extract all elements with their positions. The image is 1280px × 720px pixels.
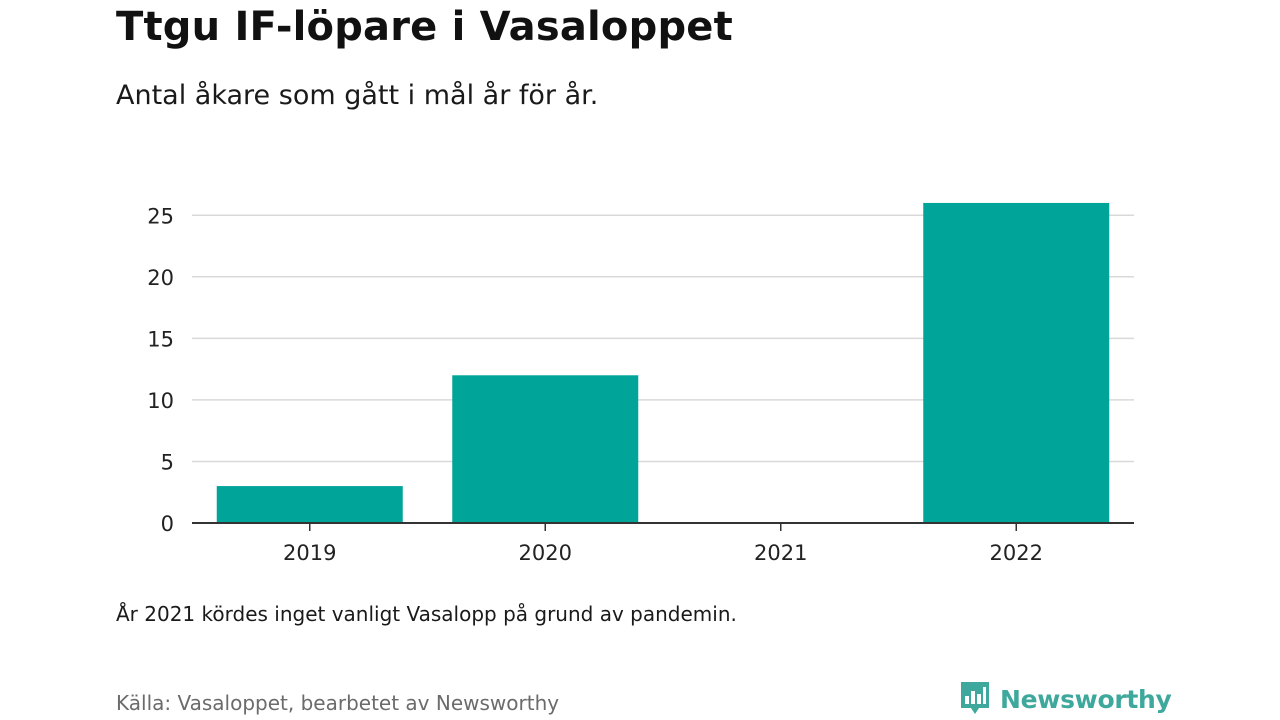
- bars: [216, 202, 1110, 523]
- y-tick-label-25: 25: [147, 204, 174, 228]
- bar-2022: [923, 202, 1110, 523]
- newsworthy-logo-text: Newsworthy: [1000, 684, 1172, 714]
- newsworthy-logo: Newsworthy: [958, 678, 1172, 720]
- x-tick-label-2019: 2019: [283, 541, 336, 565]
- y-tick-label-0: 0: [161, 512, 174, 536]
- x-axis: 2019 2020 2021 2022: [192, 522, 1134, 565]
- x-tick-label-2020: 2020: [519, 541, 572, 565]
- y-tick-label-10: 10: [147, 389, 174, 413]
- chart-note: År 2021 kördes inget vanligt Vasalopp på…: [116, 602, 737, 626]
- bar-2020: [452, 375, 639, 523]
- y-tick-label-15: 15: [147, 327, 174, 351]
- source-text: Källa: Vasaloppet, bearbetet av Newswort…: [116, 691, 560, 715]
- x-tick-label-2021: 2021: [754, 541, 807, 565]
- x-tick-label-2022: 2022: [990, 541, 1043, 565]
- chart-subtitle: Antal åkare som gått i mål år för år.: [116, 80, 599, 111]
- y-tick-label-20: 20: [147, 266, 174, 290]
- newsworthy-logo-icon: [961, 682, 989, 714]
- bar-2019: [216, 486, 403, 523]
- bar-chart: 0 5 10 15 20 25 2019 2020 2021 2022: [147, 202, 1134, 565]
- chart-title: Ttgu IF-löpare i Vasaloppet: [116, 4, 733, 50]
- y-axis-ticks: 0 5 10 15 20 25: [147, 204, 174, 536]
- y-tick-label-5: 5: [161, 450, 174, 474]
